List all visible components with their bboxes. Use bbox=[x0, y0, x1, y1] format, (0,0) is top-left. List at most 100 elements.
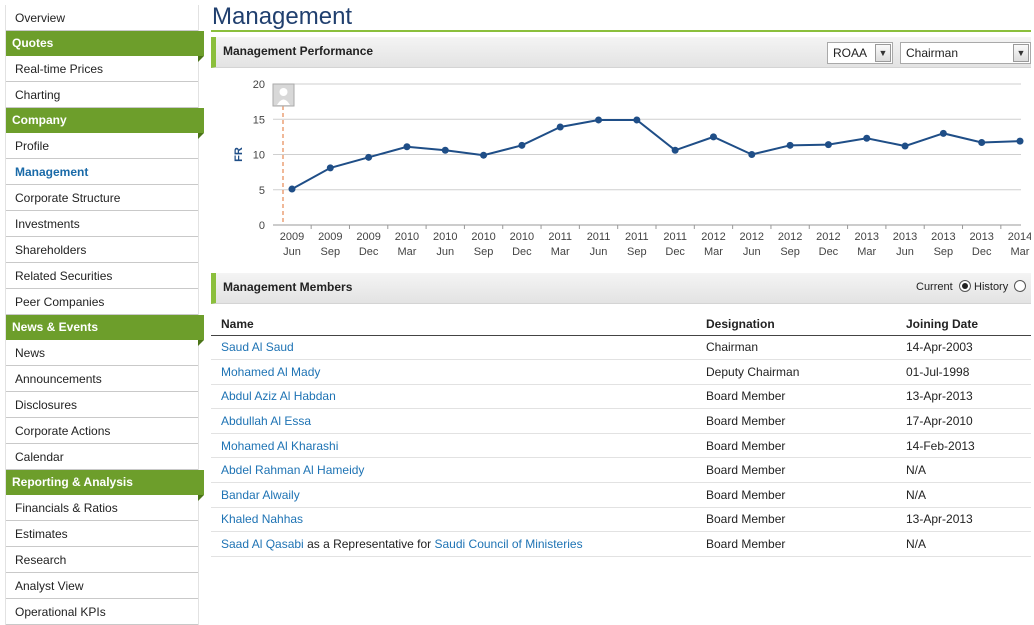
sidebar-item-charting[interactable]: Charting bbox=[6, 82, 198, 108]
sidebar-item-estimates[interactable]: Estimates bbox=[6, 521, 198, 547]
member-designation: Board Member bbox=[696, 482, 896, 508]
data-point bbox=[824, 141, 832, 149]
sidebar-item-peer-companies[interactable]: Peer Companies bbox=[6, 289, 198, 315]
page-title: Management bbox=[211, 0, 1031, 32]
table-row: Saad Al Qasabi as a Representative for S… bbox=[211, 531, 1031, 557]
member-name-link[interactable]: Bandar Alwaily bbox=[221, 487, 300, 502]
sidebar-item-corporate-structure[interactable]: Corporate Structure bbox=[6, 185, 198, 211]
sidebar-section-reporting-and-analysis[interactable]: Reporting & Analysis bbox=[6, 470, 204, 501]
x-tick-year: 2011 bbox=[625, 231, 649, 243]
sidebar-item-financials-and-ratios[interactable]: Financials & Ratios bbox=[6, 495, 198, 521]
y-tick-label: 5 bbox=[259, 185, 265, 197]
x-tick-year: 2012 bbox=[740, 231, 764, 243]
x-tick-year: 2011 bbox=[548, 231, 572, 243]
sidebar-section-news-and-events[interactable]: News & Events bbox=[6, 315, 204, 346]
table-row: Bandar Alwaily Board Member N/A bbox=[211, 482, 1031, 508]
radio-history-group[interactable]: History bbox=[974, 280, 1027, 293]
x-tick-year: 2013 bbox=[854, 231, 878, 243]
member-name-link[interactable]: Khaled Nahhas bbox=[221, 512, 304, 527]
member-joining-date: N/A bbox=[896, 531, 1031, 557]
performance-panel-header: Management Performance ROAA ▼ Chairman ▼ bbox=[211, 37, 1031, 68]
x-tick-month: Dec bbox=[512, 246, 532, 258]
member-joining-date: 17-Apr-2010 bbox=[896, 408, 1031, 434]
sidebar-item-disclosures[interactable]: Disclosures bbox=[6, 392, 198, 418]
member-designation: Board Member bbox=[696, 384, 896, 410]
sidebar-item-management[interactable]: Management bbox=[6, 159, 198, 185]
role-select[interactable]: Chairman ▼ bbox=[900, 42, 1031, 64]
member-name-link[interactable]: Abdullah Al Essa bbox=[221, 414, 312, 429]
member-name-cell: Khaled Nahhas bbox=[211, 507, 696, 533]
table-row: Abdul Aziz Al Habdan Board Member 13-Apr-2… bbox=[211, 384, 1031, 410]
avatar-head-icon bbox=[279, 88, 288, 96]
member-name-link[interactable]: Saud Al Saud bbox=[221, 340, 294, 355]
sidebar-item-announcements[interactable]: Announcements bbox=[6, 366, 198, 392]
x-tick-year: 2012 bbox=[816, 231, 840, 243]
x-tick-month: Jun bbox=[896, 246, 914, 258]
member-joining-date: 13-Apr-2013 bbox=[896, 384, 1031, 410]
x-tick-year: 2012 bbox=[701, 231, 725, 243]
member-name-link[interactable]: Mohamed Al Mady bbox=[221, 364, 321, 379]
x-tick-year: 2010 bbox=[510, 231, 534, 243]
representative-org-link[interactable]: Saudi Council of Ministeries bbox=[434, 537, 583, 552]
y-tick-label: 15 bbox=[253, 114, 265, 126]
y-tick-label: 0 bbox=[259, 220, 265, 232]
sidebar-item-operational-kpis[interactable]: Operational KPIs bbox=[6, 599, 198, 625]
table-row: Khaled Nahhas Board Member 13-Apr-2013 bbox=[211, 507, 1031, 533]
member-name-cell: Abdel Rahman Al Hameidy bbox=[211, 457, 696, 484]
x-tick-year: 2011 bbox=[587, 231, 611, 243]
sidebar-item-research[interactable]: Research bbox=[6, 547, 198, 573]
y-tick-label: 10 bbox=[253, 150, 265, 162]
sidebar-item-analyst-view[interactable]: Analyst View bbox=[6, 573, 198, 599]
member-name-link[interactable]: Mohamed Al Kharashi bbox=[221, 438, 339, 453]
member-name-link[interactable]: Abdel Rahman Al Hameidy bbox=[221, 463, 365, 478]
x-tick-month: Jun bbox=[590, 246, 608, 258]
x-tick-month: Dec bbox=[972, 246, 992, 258]
x-tick-year: 2009 bbox=[318, 231, 342, 243]
member-joining-date: 01-Jul-1998 bbox=[896, 359, 1031, 385]
sidebar-item-related-securities[interactable]: Related Securities bbox=[6, 263, 198, 289]
x-tick-month: Mar bbox=[551, 246, 570, 258]
member-designation: Board Member bbox=[696, 507, 896, 533]
sidebar-item-profile[interactable]: Profile bbox=[6, 133, 198, 159]
sidebar-item-corporate-actions[interactable]: Corporate Actions bbox=[6, 418, 198, 444]
avatar-body-icon bbox=[277, 99, 290, 105]
table-row: Abdullah Al Essa Board Member 17-Apr-2010 bbox=[211, 408, 1031, 434]
performance-title: Management Performance bbox=[223, 44, 374, 58]
member-name-link[interactable]: Abdul Aziz Al Habdan bbox=[221, 389, 336, 404]
sidebar-section-company[interactable]: Company bbox=[6, 108, 204, 139]
x-tick-month: Jun bbox=[743, 246, 761, 258]
x-tick-month: Mar bbox=[1011, 246, 1030, 258]
x-tick-month: Dec bbox=[359, 246, 379, 258]
performance-chart: 0 5 10 15 20 FR 2009 Jun 2009 Sep 2009 Dec 2010 Mar 20… bbox=[233, 79, 1031, 258]
data-point bbox=[939, 129, 947, 137]
data-point bbox=[633, 116, 641, 124]
x-tick-year: 2009 bbox=[356, 231, 380, 243]
x-tick-month: Jun bbox=[436, 246, 454, 258]
x-tick-month: Sep bbox=[474, 246, 494, 258]
x-tick-year: 2010 bbox=[471, 231, 495, 243]
radio-current[interactable] bbox=[958, 280, 971, 292]
member-name-cell: Abdullah Al Essa bbox=[211, 408, 696, 434]
x-tick-month: Dec bbox=[665, 246, 685, 258]
members-panel-header: Management Members Current History bbox=[211, 273, 1031, 304]
table-row: Mohamed Al Mady Deputy Chairman 01-Jul-199… bbox=[211, 359, 1031, 385]
sidebar-item-investments[interactable]: Investments bbox=[6, 211, 198, 237]
radio-history[interactable] bbox=[1014, 280, 1027, 292]
metric-select[interactable]: ROAA ▼ bbox=[827, 42, 893, 64]
sidebar-item-news[interactable]: News bbox=[6, 340, 198, 366]
data-point bbox=[748, 151, 756, 158]
sidebar-item-shareholders[interactable]: Shareholders bbox=[6, 237, 198, 263]
sidebar-item-real-time-prices[interactable]: Real-time Prices bbox=[6, 56, 198, 82]
x-tick-month: Sep bbox=[627, 246, 647, 258]
sidebar-item-overview[interactable]: Overview bbox=[6, 5, 198, 31]
sidebar-section-quotes[interactable]: Quotes bbox=[6, 31, 204, 62]
table-row: Mohamed Al Kharashi Board Member 14-Feb-20… bbox=[211, 433, 1031, 459]
member-name-link[interactable]: Saad Al Qasabi bbox=[221, 537, 304, 552]
x-tick-month: Mar bbox=[857, 246, 876, 258]
data-point bbox=[441, 146, 449, 154]
chevron-down-icon: ▼ bbox=[875, 44, 891, 62]
column-header-name: Name bbox=[211, 313, 696, 336]
radio-current-group[interactable]: Current bbox=[916, 280, 971, 293]
sidebar-item-calendar[interactable]: Calendar bbox=[6, 444, 198, 470]
data-point bbox=[595, 116, 603, 124]
